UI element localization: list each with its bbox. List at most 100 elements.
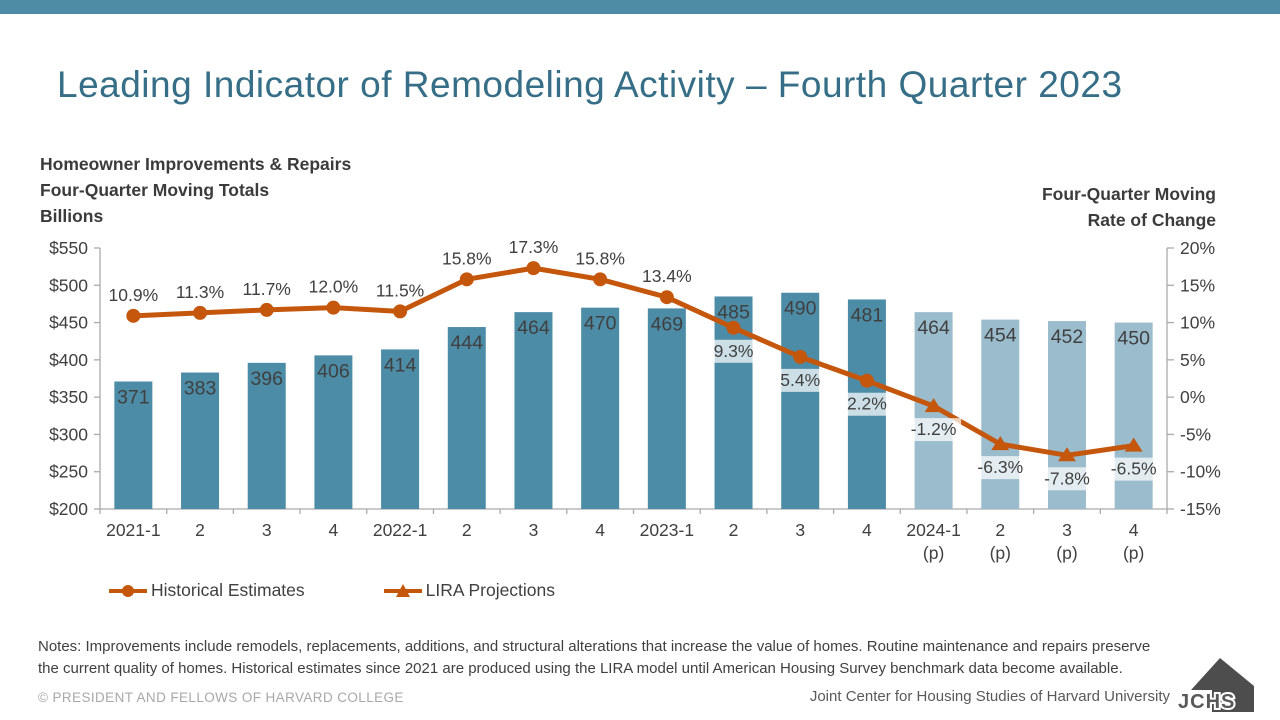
bar-value-label: 414	[384, 354, 417, 376]
bar-2	[181, 372, 220, 509]
right-axis-title-line2: Rate of Change	[1087, 210, 1216, 230]
bar-4	[314, 355, 353, 509]
bar-value-label: 485	[717, 301, 750, 323]
x-axis-sublabel: (p)	[923, 543, 944, 563]
x-axis-label: 2023-1	[640, 520, 695, 540]
x-axis-sublabel: (p)	[1056, 543, 1077, 563]
line-point-label: -6.3%	[977, 457, 1023, 477]
x-axis-label: 3	[795, 520, 805, 540]
right-axis-tick-label: 15%	[1180, 275, 1215, 295]
line-point-label-bg	[972, 456, 1028, 480]
bar-value-label: 464	[917, 317, 950, 339]
x-axis-label: 2021-1	[106, 520, 161, 540]
historical-point-marker	[126, 308, 141, 323]
jchs-logo: JCHS	[1178, 658, 1254, 714]
projection-point-marker	[1057, 447, 1076, 462]
line-point-label: 15.8%	[442, 248, 492, 268]
legend-label-historical: Historical Estimates	[151, 580, 305, 600]
x-axis-sublabel: (p)	[990, 543, 1011, 563]
x-axis-label: 3	[529, 520, 539, 540]
bar-value-label: 383	[184, 378, 217, 400]
bar-value-label: 406	[317, 360, 350, 382]
bar-value-label: 371	[117, 386, 150, 408]
notes-text: Notes: Improvements include remodels, re…	[38, 638, 1151, 677]
bar-4	[1114, 322, 1153, 509]
x-axis-label: 4	[1129, 520, 1139, 540]
bar-value-label: 452	[1051, 326, 1084, 348]
line-point-label-bg	[906, 418, 962, 442]
left-axis-title-line3: Billions	[40, 206, 104, 226]
bar-value-label: 450	[1117, 328, 1150, 350]
x-axis-label: 3	[262, 520, 272, 540]
bar-2023-1	[647, 308, 686, 509]
projection-point-marker	[991, 436, 1010, 451]
right-axis-tick-label: 5%	[1180, 350, 1205, 370]
historical-line	[133, 265, 868, 384]
x-axis-label: 2024-1	[906, 520, 961, 540]
historical-point-marker	[459, 272, 474, 287]
line-point-label-bg	[1106, 457, 1162, 481]
historical-point-marker	[393, 304, 408, 319]
bar-value-label: 481	[851, 304, 884, 326]
jchs-house-icon	[1191, 658, 1254, 712]
left-axis-tick-label: $500	[49, 275, 88, 295]
jchs-logo-text: JCHS	[1178, 691, 1235, 713]
line-point-label: 11.5%	[376, 280, 424, 300]
bar-value-label: 396	[250, 368, 283, 390]
top-accent-bar	[0, 0, 1280, 14]
left-axis-title: Homeowner Improvements & Repairs Four-Qu…	[40, 151, 351, 229]
historical-point-marker	[593, 272, 608, 287]
line-point-label: -6.5%	[1111, 459, 1157, 479]
bar-value-label: 490	[784, 298, 817, 320]
bar-value-label: 444	[451, 332, 484, 354]
right-axis-title-line1: Four-Quarter Moving	[1041, 184, 1216, 204]
right-axis-tick-label: 0%	[1180, 387, 1205, 407]
left-axis-tick-label: $450	[49, 313, 88, 333]
right-axis-title: Four-Quarter Moving Rate of Change	[1042, 181, 1216, 233]
line-point-label: -1.2%	[911, 419, 957, 439]
chart-legend: Historical Estimates LIRA Projections	[108, 580, 555, 601]
left-axis-tick-label: $300	[49, 424, 88, 444]
bar-value-label: 464	[517, 317, 550, 339]
line-point-label: 15.8%	[575, 248, 625, 268]
copyright-text: © PRESIDENT AND FELLOWS OF HARVARD COLLE…	[38, 690, 404, 705]
bar-2021-1	[114, 381, 153, 509]
projection-point-marker	[1124, 437, 1143, 452]
bar-value-label: 469	[651, 313, 684, 335]
historical-point-marker	[793, 349, 808, 364]
right-axis-tick-label: 20%	[1180, 238, 1215, 258]
left-axis-tick-label: $250	[49, 462, 88, 482]
line-point-label: 11.7%	[243, 279, 291, 299]
line-point-label: 10.9%	[109, 285, 159, 305]
x-axis-label: 2	[995, 520, 1005, 540]
legend-item-projections: LIRA Projections	[383, 580, 555, 601]
bar-value-label: 454	[984, 325, 1017, 347]
org-name-text: Joint Center for Housing Studies of Harv…	[809, 688, 1170, 705]
x-axis-label: 3	[1062, 520, 1072, 540]
x-axis-label: 2	[195, 520, 205, 540]
x-axis-label: 2	[729, 520, 739, 540]
historical-point-marker	[859, 373, 874, 388]
legend-label-projections: LIRA Projections	[425, 580, 556, 600]
line-point-label: -7.8%	[1044, 468, 1090, 488]
right-axis-tick-label: -5%	[1180, 424, 1211, 444]
historical-point-marker	[326, 300, 341, 315]
left-axis-title-line2: Four-Quarter Moving Totals	[40, 180, 270, 200]
historical-point-marker	[526, 261, 541, 276]
x-axis-sublabel: (p)	[1123, 543, 1144, 563]
historical-point-marker	[259, 302, 274, 317]
right-axis-tick-label: -15%	[1180, 499, 1221, 519]
left-axis-tick-label: $550	[49, 238, 88, 258]
bar-2	[447, 327, 486, 509]
page-title: Leading Indicator of Remodeling Activity…	[57, 64, 1123, 105]
historical-point-marker	[659, 290, 674, 305]
historical-point-marker	[726, 320, 741, 335]
line-point-label-bg	[710, 339, 757, 363]
line-point-label-bg	[777, 368, 824, 392]
left-axis-title-line1: Homeowner Improvements & Repairs	[40, 154, 352, 174]
bar-3	[781, 292, 820, 509]
line-point-label-bg	[844, 392, 890, 416]
bar-2022-1	[381, 349, 420, 509]
left-axis-tick-label: $350	[49, 387, 88, 407]
line-point-label: 13.4%	[642, 266, 692, 286]
